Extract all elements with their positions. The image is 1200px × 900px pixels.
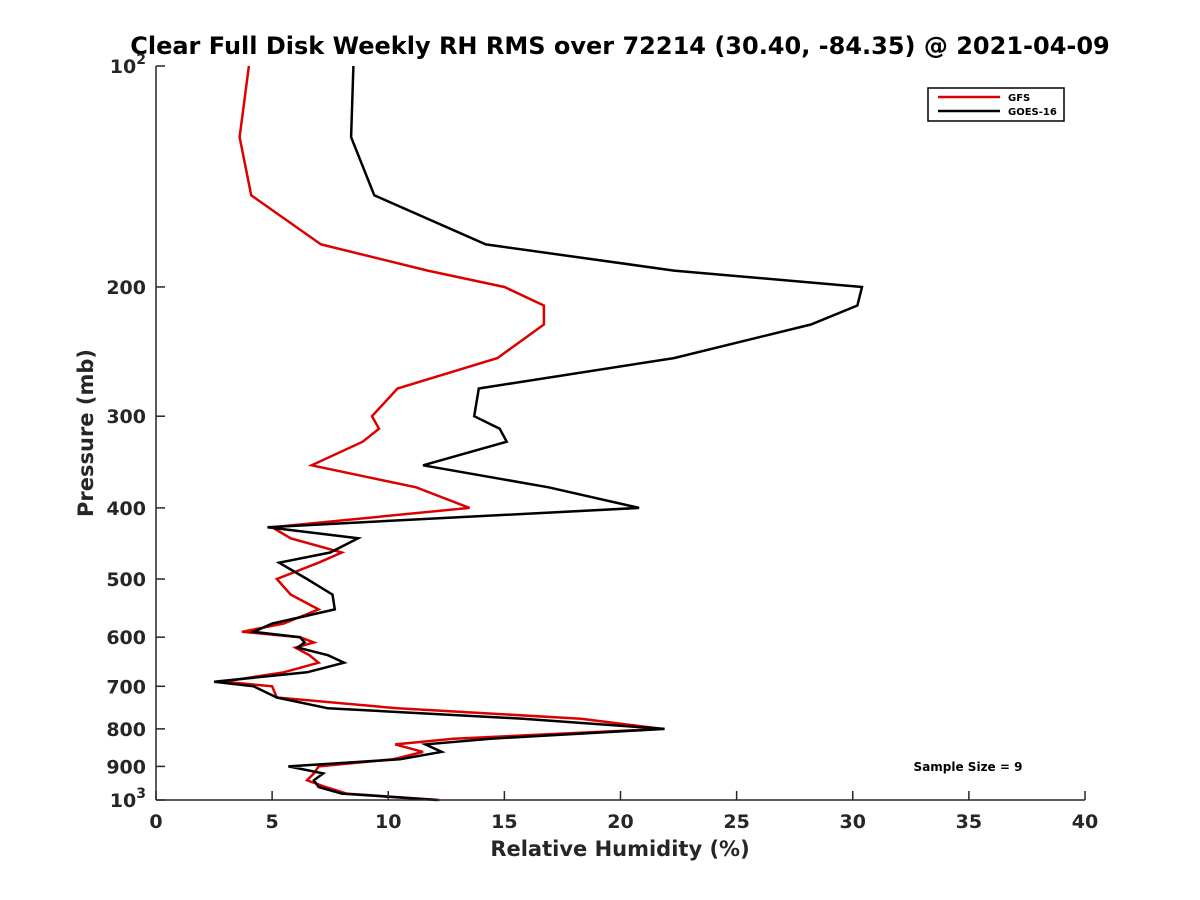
x-tick-label: 15 bbox=[491, 811, 517, 833]
sample-size-annotation: Sample Size = 9 bbox=[914, 760, 1023, 774]
x-axis-label: Relative Humidity (%) bbox=[490, 837, 749, 861]
y-tick-label: 600 bbox=[106, 627, 146, 649]
legend: GFS GOES-16 bbox=[927, 87, 1065, 122]
legend-label-goes16: GOES-16 bbox=[1008, 107, 1057, 118]
y-tick-label: 102 bbox=[110, 52, 146, 78]
legend-box bbox=[927, 87, 1065, 122]
series-line-gfs bbox=[223, 65, 663, 802]
x-tick-label: 20 bbox=[607, 811, 633, 833]
y-tick-label: 103 bbox=[110, 786, 146, 812]
x-tick-label: 10 bbox=[375, 811, 401, 833]
legend-label-gfs: GFS bbox=[1008, 93, 1030, 104]
y-tick-label: 200 bbox=[106, 277, 146, 299]
x-tick-label: 5 bbox=[266, 811, 279, 833]
y-axis: 102 200 300 400 500 600 700 800 900 103 bbox=[106, 52, 165, 812]
y-tick-label: 300 bbox=[106, 406, 146, 428]
y-tick-label: 500 bbox=[106, 569, 146, 591]
x-tick-label: 40 bbox=[1072, 811, 1098, 833]
x-axis: 0 5 10 15 20 25 30 35 40 bbox=[149, 791, 1098, 833]
y-tick-label: 900 bbox=[106, 756, 146, 778]
x-tick-label: 30 bbox=[840, 811, 866, 833]
y-tick-label: 400 bbox=[106, 498, 146, 520]
plot-area bbox=[213, 65, 864, 802]
x-tick-label: 35 bbox=[956, 811, 982, 833]
series-line-goes16 bbox=[213, 65, 864, 802]
y-axis-label: Pressure (mb) bbox=[74, 349, 98, 517]
x-tick-label: 0 bbox=[149, 811, 162, 833]
x-tick-label: 25 bbox=[723, 811, 749, 833]
chart-title: Clear Full Disk Weekly RH RMS over 72214… bbox=[130, 32, 1110, 60]
y-tick-label: 800 bbox=[106, 719, 146, 741]
y-tick-label: 700 bbox=[106, 676, 146, 698]
